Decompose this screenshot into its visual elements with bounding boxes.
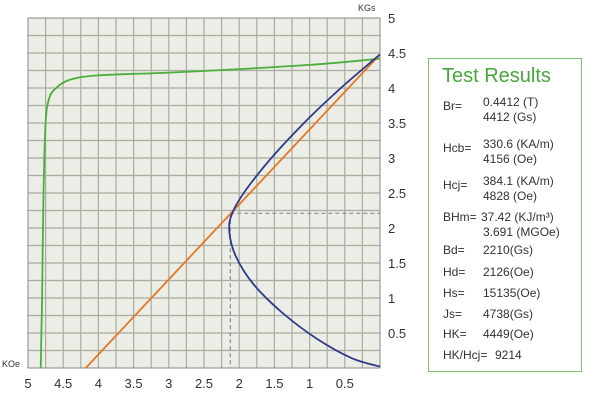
x-tick-label: 1.5: [265, 376, 283, 391]
x-tick-label: 5: [24, 376, 31, 391]
grid: [28, 18, 380, 368]
y-tick-label: 5: [388, 11, 395, 26]
x-tick-label: 2.5: [195, 376, 213, 391]
hcj-value-kam: 384.1 (KA/m): [483, 174, 554, 188]
y-tick-label: 1.5: [388, 256, 406, 271]
x-tick-label: 3.5: [125, 376, 143, 391]
panel-title: Test Results: [442, 65, 551, 87]
bd-value: 2210(Gs): [483, 243, 534, 257]
series-group: [39, 53, 381, 369]
hs-label: Hs=: [443, 286, 465, 300]
hcb-values: 330.6 (KA/m) 4156 (Oe): [483, 137, 554, 167]
hcj-value-oe: 4828 (Oe): [483, 189, 538, 203]
x-tick-label: 1: [306, 376, 313, 391]
y-tick-label: 3: [388, 151, 395, 166]
js-value: 4738(Gs): [483, 307, 534, 321]
br-value-tesla: 0.4412 (T): [483, 95, 539, 109]
intrinsic-curve: [39, 57, 381, 369]
plot-border: [27, 17, 381, 369]
x-tick-labels: 5 4.5 4 3.5 3 2.5 2 1.5 1 0.5: [24, 376, 353, 391]
working-point-markers: [229, 212, 380, 368]
bhm-value-kj: 37.42 (KJ/m³): [481, 210, 554, 224]
br-label: Br=: [443, 99, 463, 113]
hd-label: Hd=: [443, 265, 466, 279]
hcb-label: Hcb=: [443, 141, 472, 155]
x-unit-label: KOe: [2, 359, 20, 369]
y-tick-label: 2: [388, 221, 395, 236]
bh-curve: [228, 53, 381, 368]
x-tick-label: 3: [165, 376, 172, 391]
hk-value: 4449(Oe): [483, 327, 534, 341]
hk-hcj-label: HK/Hcj=: [443, 348, 488, 362]
hk-hcj-value: 9214: [495, 348, 522, 362]
x-tick-label: 4: [95, 376, 102, 391]
bd-label: Bd=: [443, 243, 465, 257]
bhm-label: BHm=: [443, 210, 477, 224]
x-tick-label: 4.5: [54, 376, 72, 391]
bhm-value-mgoe: 3.691 (MGOe): [483, 225, 560, 239]
hcj-label: Hcj=: [443, 178, 468, 192]
y-tick-label: 1: [388, 291, 395, 306]
hk-label: HK=: [443, 327, 467, 341]
y-unit-label: KGs: [358, 3, 376, 13]
test-results-panel: Test Results Br= 0.4412 (T) 4412 (Gs) Hc…: [428, 58, 582, 372]
y-tick-label: 0.5: [388, 326, 406, 341]
hs-value: 15135(Oe): [483, 286, 541, 300]
y-tick-label: 3.5: [388, 116, 406, 131]
x-tick-label: 2: [236, 376, 243, 391]
hcj-values: 384.1 (KA/m) 4828 (Oe): [483, 174, 554, 204]
hcb-value-kam: 330.6 (KA/m): [483, 137, 554, 151]
bhm-values: 37.42 (KJ/m³) 3.691 (MGOe): [481, 210, 560, 240]
y-tick-label: 4: [388, 81, 395, 96]
x-tick-label: 0.5: [336, 376, 354, 391]
y-tick-label: 2.5: [388, 186, 406, 201]
y-tick-labels: 0.5 1 1.5 2 2.5 3 3.5 4 4.5 5: [388, 11, 406, 341]
js-label: Js=: [443, 307, 463, 321]
y-tick-label: 4.5: [388, 46, 406, 61]
hcb-value-oe: 4156 (Oe): [483, 152, 538, 166]
br-value-gauss: 4412 (Gs): [483, 110, 537, 124]
hd-value: 2126(Oe): [483, 265, 534, 279]
br-values: 0.4412 (T) 4412 (Gs): [483, 95, 538, 125]
